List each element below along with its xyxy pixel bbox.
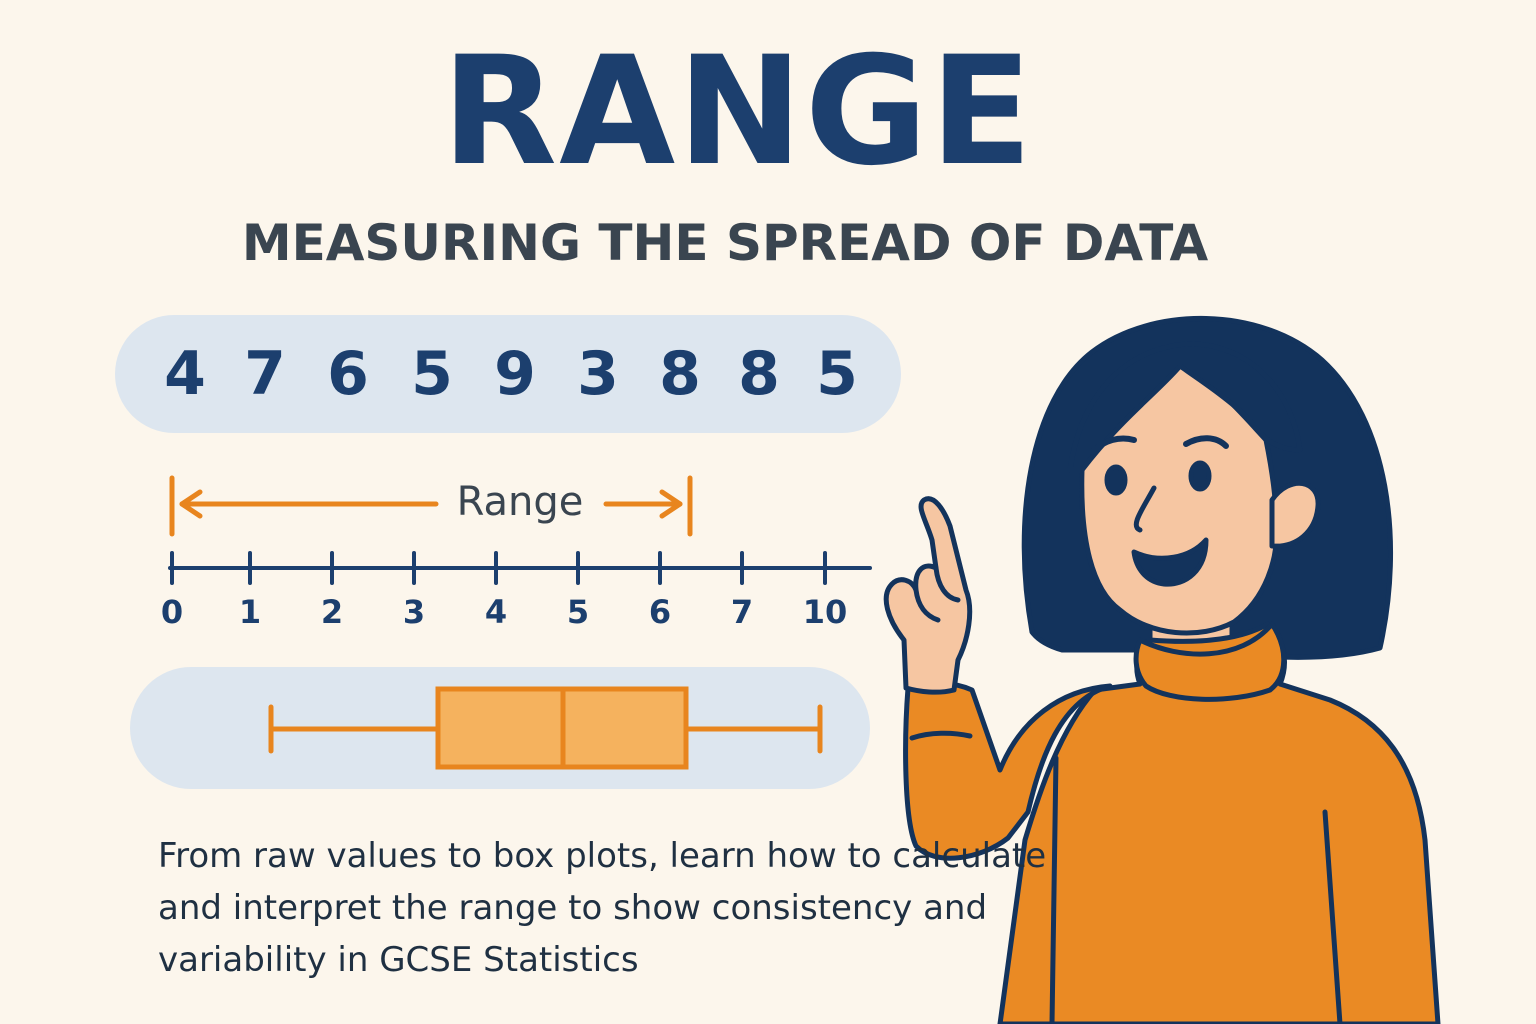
range-arrow-left-head <box>179 489 203 519</box>
hair-fringe <box>1067 341 1303 473</box>
tick-label: 0 <box>160 593 184 631</box>
data-value: 4 <box>164 339 206 409</box>
page-subtitle: MEASURING THE SPREAD OF DATA <box>241 214 1209 272</box>
data-value: 7 <box>244 339 286 409</box>
sweater-cuff-line <box>909 730 973 741</box>
turtleneck-collar <box>1133 621 1287 702</box>
data-value: 5 <box>411 339 453 409</box>
tick-label: 2 <box>320 593 344 631</box>
range-bracket <box>169 475 693 537</box>
eye-left <box>1104 464 1128 496</box>
box-plot <box>268 686 823 770</box>
range-arrow-right-head <box>659 489 683 519</box>
nose <box>1133 485 1157 533</box>
page-title: RANGE <box>441 25 1035 199</box>
eyebrow-left <box>1089 435 1137 455</box>
ear <box>1269 480 1321 549</box>
eye-right <box>1188 460 1212 492</box>
tick-label: 5 <box>566 593 590 631</box>
sweater-fold <box>1322 809 1343 1024</box>
teacher-illustration <box>883 315 1441 1024</box>
finger-line <box>933 565 961 603</box>
sweater-body <box>997 621 1441 1024</box>
data-values-pill: 4 7 6 5 9 3 8 8 5 <box>115 315 901 433</box>
pointing-hand <box>883 496 973 695</box>
tick-label: 10 <box>802 593 848 631</box>
range-label: Range <box>456 479 584 525</box>
tick-label: 6 <box>648 593 672 631</box>
tick-label: 3 <box>402 593 426 631</box>
sweater-arm <box>903 680 1113 861</box>
data-value: 8 <box>738 339 780 409</box>
data-value: 8 <box>659 339 701 409</box>
data-value: 9 <box>494 339 536 409</box>
caption-text: From raw values to box plots, learn how … <box>158 836 1047 980</box>
data-value: 5 <box>816 339 858 409</box>
eyebrow-right <box>1183 435 1229 449</box>
data-value: 6 <box>327 339 369 409</box>
finger-line <box>913 587 941 623</box>
tick-label: 1 <box>238 593 262 631</box>
data-value: 3 <box>577 339 619 409</box>
mouth <box>1131 537 1209 587</box>
tick-label: 7 <box>730 593 754 631</box>
number-line <box>168 551 872 585</box>
box-plot-pill <box>130 667 870 789</box>
tick-label: 4 <box>484 593 508 631</box>
sweater-fold <box>1049 755 1059 1024</box>
